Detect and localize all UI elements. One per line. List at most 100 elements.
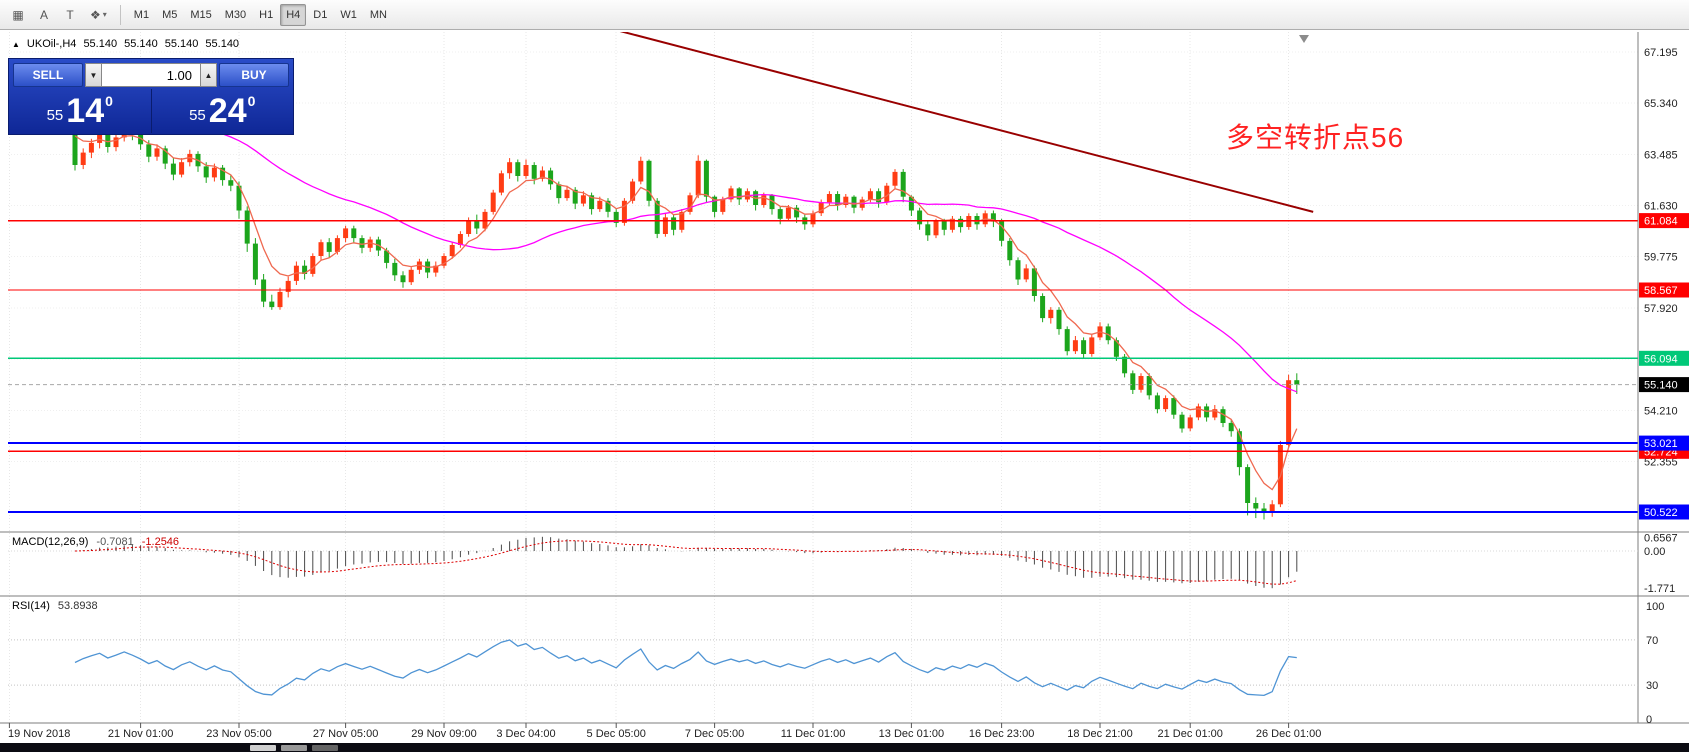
svg-text:58.567: 58.567 [1644, 285, 1678, 297]
svg-text:70: 70 [1646, 635, 1658, 647]
svg-text:21 Dec 01:00: 21 Dec 01:00 [1157, 728, 1222, 740]
sell-button[interactable]: SELL [13, 63, 83, 87]
rsi-indicator: 100 70 30 0 [8, 601, 1664, 726]
svg-text:56.094: 56.094 [1644, 353, 1678, 365]
taskbar-tab[interactable] [281, 744, 307, 751]
svg-text:61.084: 61.084 [1644, 216, 1678, 228]
svg-text:23 Nov 05:00: 23 Nov 05:00 [206, 728, 271, 740]
price-badge [1639, 350, 1689, 366]
macd-title: MACD(12,26,9) [12, 536, 89, 548]
volume-input[interactable] [102, 63, 200, 87]
svg-text:0.6567: 0.6567 [1644, 532, 1678, 544]
svg-text:19 Nov 2018: 19 Nov 2018 [8, 728, 70, 740]
buy-price-int: 55 [189, 106, 206, 124]
taskbar-tab[interactable] [250, 744, 276, 751]
svg-text:55.140: 55.140 [1644, 380, 1678, 392]
buy-button[interactable]: BUY [219, 63, 289, 87]
svg-text:21 Nov 01:00: 21 Nov 01:00 [108, 728, 173, 740]
toolbar: ▦ A T ❖ ▾ M1 M5 M15 M30 H1 H4 D1 W1 MN [0, 0, 1689, 30]
svg-text:67.195: 67.195 [1644, 47, 1678, 59]
rsi-label-row: RSI(14) 53.8938 [12, 600, 98, 612]
macd-main-value: -0.7081 [96, 536, 134, 548]
chart-text-annotation[interactable]: 多空转折点56 [1226, 122, 1405, 153]
sell-price-pips: 14 [66, 92, 105, 130]
bottom-taskbar [0, 743, 1689, 752]
objects-tool-icon[interactable]: ❖ ▾ [84, 4, 113, 26]
svg-text:11 Dec 01:00: 11 Dec 01:00 [781, 728, 846, 740]
volume-control: ▼ ▲ [85, 63, 217, 87]
rsi-value: 53.8938 [57, 600, 98, 612]
timeframe-m5[interactable]: M5 [156, 4, 183, 26]
svg-text:0: 0 [1646, 714, 1652, 726]
svg-text:61.630: 61.630 [1644, 201, 1678, 213]
svg-text:3 Dec 04:00: 3 Dec 04:00 [496, 728, 555, 740]
svg-text:53.021: 53.021 [1644, 438, 1678, 450]
taskbar-tab[interactable] [312, 744, 338, 751]
sell-price-point: 0 [105, 93, 113, 109]
timeframe-m30[interactable]: M30 [219, 4, 252, 26]
collapse-icon[interactable]: ▲ [12, 39, 20, 49]
price-badge [1639, 377, 1689, 393]
shift-marker-icon[interactable] [1299, 35, 1309, 43]
price-badge [1639, 282, 1689, 298]
trend-line[interactable] [583, 22, 1314, 213]
svg-text:54.210: 54.210 [1644, 405, 1678, 417]
rsi-title: RSI(14) [12, 600, 50, 612]
date-axis: 19 Nov 2018 21 Nov 01:00 23 Nov 05:00 27 No… [8, 723, 1321, 740]
ma-slow-line [74, 75, 1298, 393]
templates-icon[interactable]: ▦ [6, 4, 30, 26]
sell-price-display[interactable]: 55 14 0 [9, 89, 151, 133]
timeframe-h4[interactable]: H4 [280, 3, 307, 26]
svg-text:29 Nov 09:00: 29 Nov 09:00 [411, 728, 476, 740]
volume-dropdown-icon[interactable]: ▼ [85, 63, 102, 87]
timeframe-group: M1 M5 M15 M30 H1 H4 D1 W1 MN [128, 3, 393, 26]
price-axis: 67.195 65.340 63.485 61.630 59.775 57.920 56.0… [1639, 47, 1689, 520]
ma-fast-line [74, 135, 1298, 491]
svg-text:16 Dec 23:00: 16 Dec 23:00 [969, 728, 1034, 740]
volume-increase-icon[interactable]: ▲ [200, 63, 217, 87]
symbol-label: UKOil-,H4 [26, 38, 77, 50]
svg-text:57.920: 57.920 [1644, 303, 1678, 315]
svg-text:18 Dec 21:00: 18 Dec 21:00 [1067, 728, 1132, 740]
macd-signal-line [74, 540, 1297, 585]
svg-text:7 Dec 05:00: 7 Dec 05:00 [685, 728, 744, 740]
objects-glyph-icon: ❖ [90, 7, 101, 22]
buy-price-pips: 24 [208, 92, 247, 130]
svg-text:26 Dec 01:00: 26 Dec 01:00 [1256, 728, 1321, 740]
svg-text:50.522: 50.522 [1644, 507, 1678, 519]
candlestick-series [72, 116, 1300, 520]
svg-text:0.00: 0.00 [1644, 546, 1665, 558]
svg-text:13 Dec 01:00: 13 Dec 01:00 [879, 728, 944, 740]
chevron-down-icon: ▾ [102, 10, 107, 19]
price-badge [1639, 504, 1689, 520]
svg-text:5 Dec 05:00: 5 Dec 05:00 [587, 728, 646, 740]
high-value: 55.140 [124, 38, 158, 50]
svg-text:63.485: 63.485 [1644, 149, 1678, 161]
macd-label-row: MACD(12,26,9) -0.7081 -1.2546 [12, 536, 179, 548]
sell-price-int: 55 [46, 106, 64, 124]
chart-plot [8, 22, 1638, 520]
label-tool-icon[interactable]: T [58, 4, 82, 26]
timeframe-d1[interactable]: D1 [307, 4, 333, 26]
timeframe-m1[interactable]: M1 [128, 4, 155, 26]
timeframe-w1[interactable]: W1 [334, 4, 363, 26]
price-badge [1639, 435, 1689, 451]
timeframe-h1[interactable]: H1 [253, 4, 279, 26]
svg-text:-1.771: -1.771 [1644, 583, 1675, 595]
buy-price-point: 0 [247, 93, 256, 109]
buy-price-display[interactable]: 55 24 0 [150, 89, 294, 133]
low-value: 55.140 [164, 38, 199, 50]
text-tool-icon[interactable]: A [32, 4, 56, 26]
macd-signal-value: -1.2546 [141, 536, 180, 548]
svg-text:59.775: 59.775 [1644, 252, 1678, 264]
price-badge [1639, 213, 1689, 229]
rsi-line [74, 639, 1297, 697]
svg-text:65.340: 65.340 [1644, 98, 1678, 110]
timeframe-m15[interactable]: M15 [184, 4, 217, 26]
svg-text:30: 30 [1646, 680, 1658, 692]
svg-text:52.355: 52.355 [1644, 456, 1678, 468]
timeframe-mn[interactable]: MN [364, 4, 393, 26]
svg-text:100: 100 [1646, 601, 1664, 613]
toolbar-separator [119, 4, 121, 25]
